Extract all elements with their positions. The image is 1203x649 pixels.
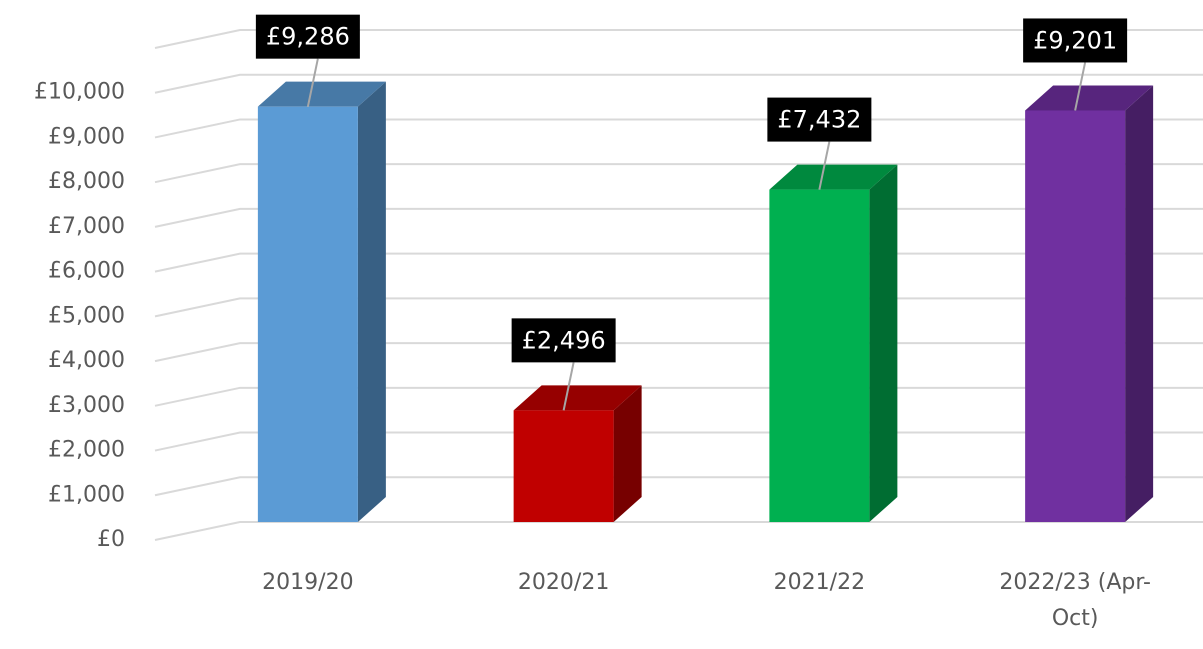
y-tick-label: £9,000	[48, 124, 125, 149]
data-label: £9,286	[266, 23, 350, 51]
x-tick-wrap: 2021/22	[773, 570, 866, 595]
x-tick-label: 2019/20	[262, 570, 354, 595]
bar-top	[1025, 85, 1154, 111]
y-tick-label: £2,000	[48, 438, 125, 463]
bar-top	[513, 385, 642, 411]
data-label-box	[1023, 18, 1128, 63]
leader-line	[306, 58, 319, 107]
bar	[769, 164, 898, 522]
leader-line	[818, 141, 831, 190]
bar-top	[257, 81, 386, 107]
y-tick-label: £7,000	[48, 214, 125, 239]
y-tick-label: £3,000	[48, 393, 125, 418]
bar-front	[1025, 110, 1126, 523]
data-label: £7,432	[777, 106, 861, 134]
data-label-box	[511, 318, 616, 363]
grid-line	[154, 29, 1203, 49]
x-tick-label: 2020/21	[517, 570, 610, 595]
leader-line	[1074, 62, 1087, 111]
bar-front	[769, 189, 870, 522]
grid-line	[154, 521, 1203, 541]
x-tick-wrap: 2020/21	[517, 570, 610, 595]
y-tick-label: £0	[97, 527, 125, 552]
bar	[257, 81, 386, 523]
bar-side	[613, 385, 642, 522]
data-label: £2,496	[522, 326, 606, 354]
bar-side	[869, 164, 898, 522]
data-label: £9,201	[1033, 26, 1117, 54]
bar-top	[769, 164, 898, 190]
y-tick-label: £1,000	[48, 482, 125, 507]
leader-line	[562, 362, 575, 411]
y-tick-label: £6,000	[48, 259, 125, 284]
x-tick-label: 2021/22	[773, 570, 866, 595]
y-tick-label: £5,000	[48, 303, 125, 328]
bar-front	[257, 106, 358, 523]
bar	[1025, 85, 1154, 523]
bar-front	[513, 410, 614, 522]
data-label-box	[255, 14, 360, 59]
grid-line	[154, 163, 1203, 184]
y-tick-label: £8,000	[48, 169, 125, 194]
grid-line	[154, 118, 1203, 139]
data-label-box	[767, 97, 872, 142]
x-tick-wrap: 2022/23 (Apr-Oct)	[999, 570, 1151, 631]
x-tick-label: 2022/23 (Apr-Oct)	[999, 570, 1151, 631]
bar-side	[357, 81, 386, 523]
bar-side	[1125, 85, 1154, 523]
y-tick-label: £10,000	[34, 80, 125, 105]
y-tick-label: £4,000	[48, 348, 125, 373]
grid-line	[154, 73, 1203, 94]
bar	[513, 385, 642, 522]
x-tick-wrap: 2019/20	[262, 570, 354, 595]
